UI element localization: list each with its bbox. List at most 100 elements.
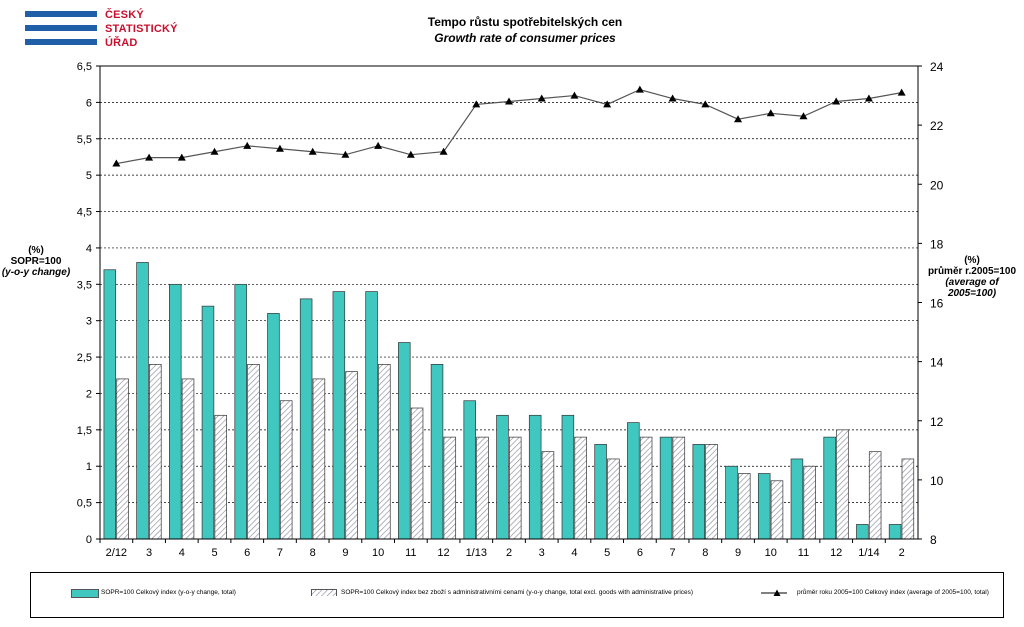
x-tick-label: 4 [179,547,185,559]
y-left-tick-label: 1,5 [77,425,92,437]
y-left-tick-label: 4 [86,243,92,255]
y-left-tick-label: 2,5 [77,352,92,364]
bar-excl-admin [312,378,326,540]
line-point [570,91,579,99]
bar-total [725,465,738,540]
bar-total [267,313,280,540]
bar-total [299,298,313,540]
y-left-tick-label: 3,5 [77,279,92,291]
chart-subtitle: Growth rate of consumer prices [434,31,616,45]
line-point [635,85,644,93]
y-right-tick-label: 22 [930,119,944,133]
line-point [897,88,906,96]
line-point [472,100,481,108]
bar-excl-admin [181,378,195,540]
x-tick-label: 6 [637,547,643,559]
bar-excl-admin [279,400,293,540]
y-right-tick-label: 18 [930,237,944,251]
bar-total [496,414,509,540]
x-tick-label: 3 [539,547,545,559]
line-point [799,112,808,120]
x-tick-label: 9 [342,547,348,559]
y-left-tick-label: 1 [86,461,92,473]
x-tick-label: 2 [899,547,905,559]
line-point [112,159,121,167]
bar-total [823,436,836,540]
y-right-tick-label: 16 [930,297,944,311]
x-tick-label: 10 [372,547,384,559]
line-point [341,150,350,158]
x-tick-label: 2/12 [106,547,127,559]
x-tick-label: 11 [405,547,416,559]
x-tick-label: 12 [830,547,842,559]
line-point [406,150,415,158]
csu-logo: ČESKÝ STATISTICKÝ ÚŘAD [25,8,195,49]
y-left-tick-label: 6 [86,97,92,109]
y-left-tick-label: 3 [86,316,92,328]
logo-stripe [25,39,97,45]
line-point [734,115,743,123]
left-axis-label: (%) SOPR=100 (y-o-y change) [0,245,72,278]
bar-excl-admin [247,364,260,540]
line-point [374,141,383,149]
bar-total [103,269,117,540]
bar-total [856,524,869,540]
line-point [275,144,284,152]
x-tick-label: 10 [765,547,777,559]
y-right-tick-label: 20 [930,178,944,192]
right-axis-label-unit: (%) [964,255,980,266]
legend-swatch-excl [311,589,337,596]
right-axis-label-base: průměr r.2005=100 [927,266,1017,277]
bar-total [692,444,706,540]
x-tick-label: 8 [702,547,708,559]
bar-excl-admin [836,429,849,540]
bar-total [463,400,476,540]
y-left-tick-label: 5,5 [77,134,92,146]
legend-label-line: průměr roku 2005=100 Celkový index (aver… [797,589,989,596]
bar-total [398,342,411,540]
line-point [210,147,219,155]
y-left-tick-label: 2 [86,388,92,400]
x-tick-label: 4 [571,547,577,559]
bar-total [888,524,902,540]
bar-excl-admin [378,364,391,540]
bar-excl-admin [738,473,751,540]
bar-excl-admin [770,480,784,540]
x-tick-label: 5 [604,547,610,559]
bar-total [594,444,607,540]
x-tick-label: 1/14 [858,547,879,559]
y-right-tick-label: 12 [930,415,944,429]
line-point [439,147,448,155]
bar-excl-admin [639,436,653,540]
bar-excl-admin [508,436,522,540]
line-point [145,153,154,161]
line-point [864,94,873,102]
bar-excl-admin [410,407,424,540]
y-left-tick-label: 6,5 [77,61,92,73]
bar-total [561,414,575,540]
bar-total [430,364,444,540]
bar-excl-admin [443,436,457,540]
bar-excl-admin [705,444,718,540]
bar-excl-admin [607,458,620,540]
bar-excl-admin [803,465,816,540]
bar-total [528,414,542,540]
y-left-tick-label: 5 [86,170,92,182]
x-tick-label: 1/13 [466,547,487,559]
line-point [505,97,513,105]
line-point [701,100,710,108]
bar-excl-admin [672,436,686,540]
line-point [243,141,252,149]
logo-line2: STATISTICKÝ [105,23,178,35]
bar-total [790,458,804,540]
x-tick-label: 7 [670,547,676,559]
bar-excl-admin [868,451,882,540]
bar-excl-admin [541,451,555,540]
line-point [177,153,186,161]
bar-excl-admin [345,371,358,540]
x-tick-label: 7 [277,547,283,559]
bar-excl-admin [214,414,227,540]
line-point [668,94,677,102]
